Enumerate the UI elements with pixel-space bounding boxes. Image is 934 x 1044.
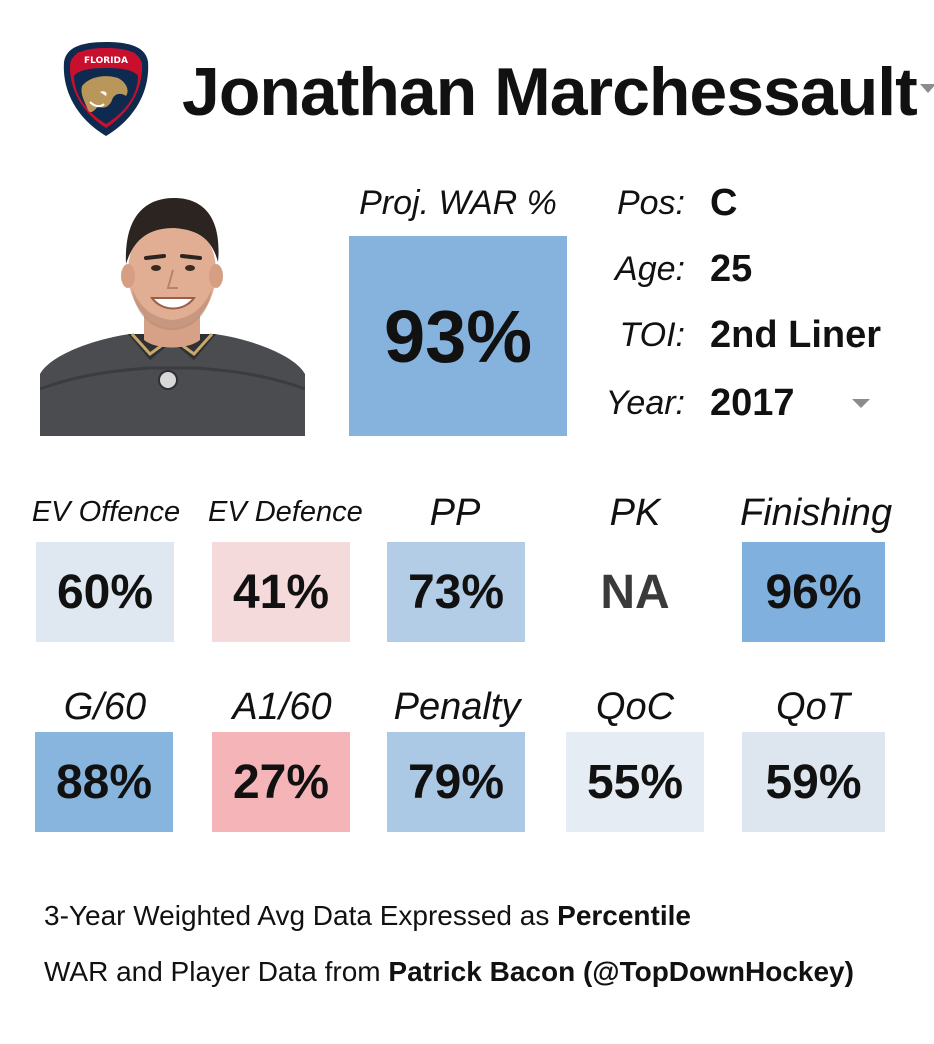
proj-war-label: Proj. WAR %	[359, 184, 557, 222]
year-chevron-down-icon[interactable]	[852, 399, 870, 408]
pk-label: PK	[609, 492, 661, 534]
g60-box: 88%	[35, 732, 173, 832]
penalty-label: Penalty	[393, 686, 521, 728]
footer-line-2-text: WAR and Player Data from	[44, 956, 389, 987]
penalty-value: 79%	[407, 755, 505, 809]
qoc-box: 55%	[566, 732, 704, 832]
qoc-value: 55%	[586, 755, 684, 809]
qot-box: 59%	[742, 732, 885, 832]
penalty-box: 79%	[387, 732, 525, 832]
position-label: Pos:	[616, 184, 685, 222]
footer-line-2: WAR and Player Data from Patrick Bacon (…	[44, 956, 854, 988]
year-select[interactable]: 2017	[710, 382, 795, 424]
proj-war-box: 93%	[349, 236, 567, 436]
qot-label: QoT	[776, 686, 850, 728]
qoc-label: QoC	[595, 686, 675, 728]
a160-value: 27%	[232, 755, 330, 809]
team-logo: FLORIDA	[60, 40, 152, 138]
ev-offence-box: 60%	[36, 542, 174, 642]
a160-label: A1/60	[232, 686, 332, 728]
g60-value: 88%	[55, 755, 153, 809]
g60-label: G/60	[63, 686, 147, 728]
footer-line-2-bold: Patrick Bacon (@TopDownHockey)	[388, 956, 854, 987]
finishing-box: 96%	[742, 542, 885, 642]
toi-label: TOI:	[619, 316, 686, 354]
ev-offence-value: 60%	[56, 565, 154, 619]
pk-value: NA	[600, 565, 670, 619]
player-name-title: Jonathan Marchessault	[182, 54, 918, 130]
ev-offence-label: EV Offence	[31, 496, 181, 528]
ev-defence-label: EV Defence	[208, 496, 363, 528]
qot-value: 59%	[765, 755, 862, 809]
pp-value: 73%	[407, 565, 505, 619]
finishing-label: Finishing	[740, 492, 893, 534]
player-dropdown-chevron-icon[interactable]	[920, 84, 934, 93]
ev-defence-box: 41%	[212, 542, 350, 642]
a160-box: 27%	[212, 732, 350, 832]
age-label: Age:	[615, 250, 685, 288]
age-value: 25	[710, 248, 753, 290]
player-photo	[39, 184, 306, 436]
proj-war-value: 93%	[383, 294, 533, 378]
footer-line-1-bold: Percentile	[557, 900, 691, 931]
ev-defence-value: 41%	[232, 565, 330, 619]
pk-box: NA	[566, 542, 704, 642]
pp-label: PP	[429, 492, 481, 534]
footer-line-1: 3-Year Weighted Avg Data Expressed as Pe…	[44, 900, 691, 932]
year-label: Year:	[605, 384, 685, 422]
footer-line-1-text: 3-Year Weighted Avg Data Expressed as	[44, 900, 558, 931]
position-value: C	[710, 182, 738, 224]
toi-value: 2nd Liner	[710, 314, 882, 356]
pp-box: 73%	[387, 542, 525, 642]
finishing-value: 96%	[765, 565, 862, 619]
team-logo-text: FLORIDA	[84, 56, 128, 66]
